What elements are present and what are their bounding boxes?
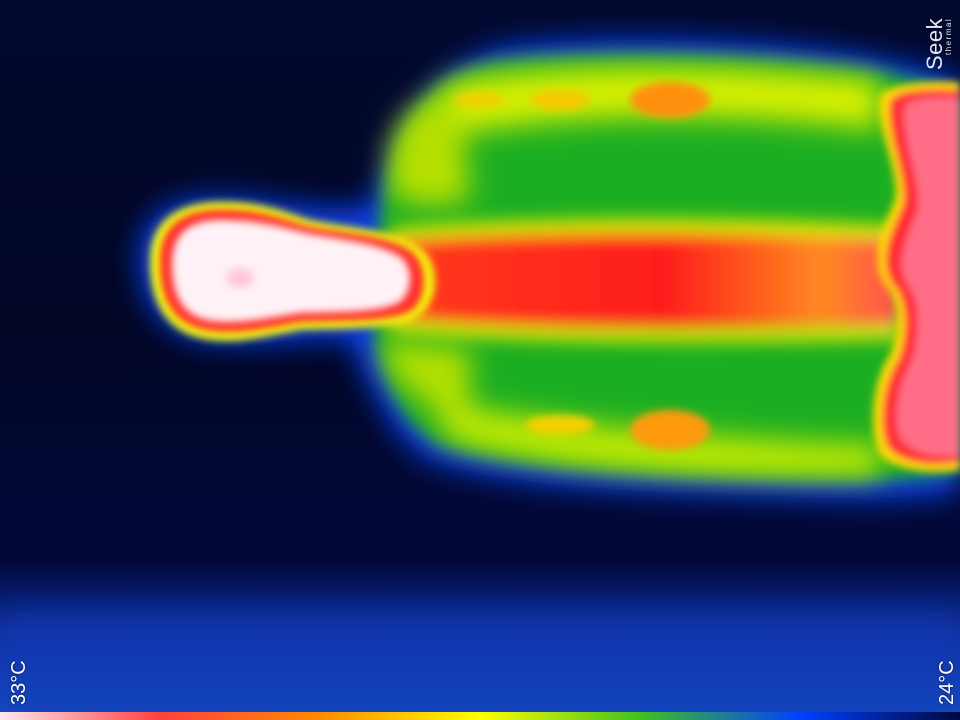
upper-hotspot-1 [630,82,710,118]
spine-band [380,217,900,344]
brand-name: Seek [922,17,947,70]
lower-left-body [385,340,470,420]
upper-hotspot-2 [530,90,590,110]
head-pink-spot [226,268,254,288]
arm-hotspots [455,82,710,450]
min-temperature-label: 24°C [936,660,958,705]
upper-left-body [390,94,470,206]
color-scale-bar [0,712,960,720]
lower-hotspot-2 [525,415,595,435]
spine-yellow-edge-bottom [390,318,900,344]
right-hot-pink [896,97,960,457]
floor-band-shape [0,610,960,720]
max-temperature-label: 33°C [8,660,30,705]
spine-yellow-edge-top [390,217,900,242]
head [150,201,435,341]
head-hot-core [172,219,411,323]
spine-shape [380,228,900,329]
right-hot-region [873,81,960,472]
seek-thermal-logo: Seek thermal [922,17,953,70]
upper-hotspot-3 [455,92,505,108]
floor-band [0,610,960,720]
lower-hotspot-1 [630,410,710,450]
